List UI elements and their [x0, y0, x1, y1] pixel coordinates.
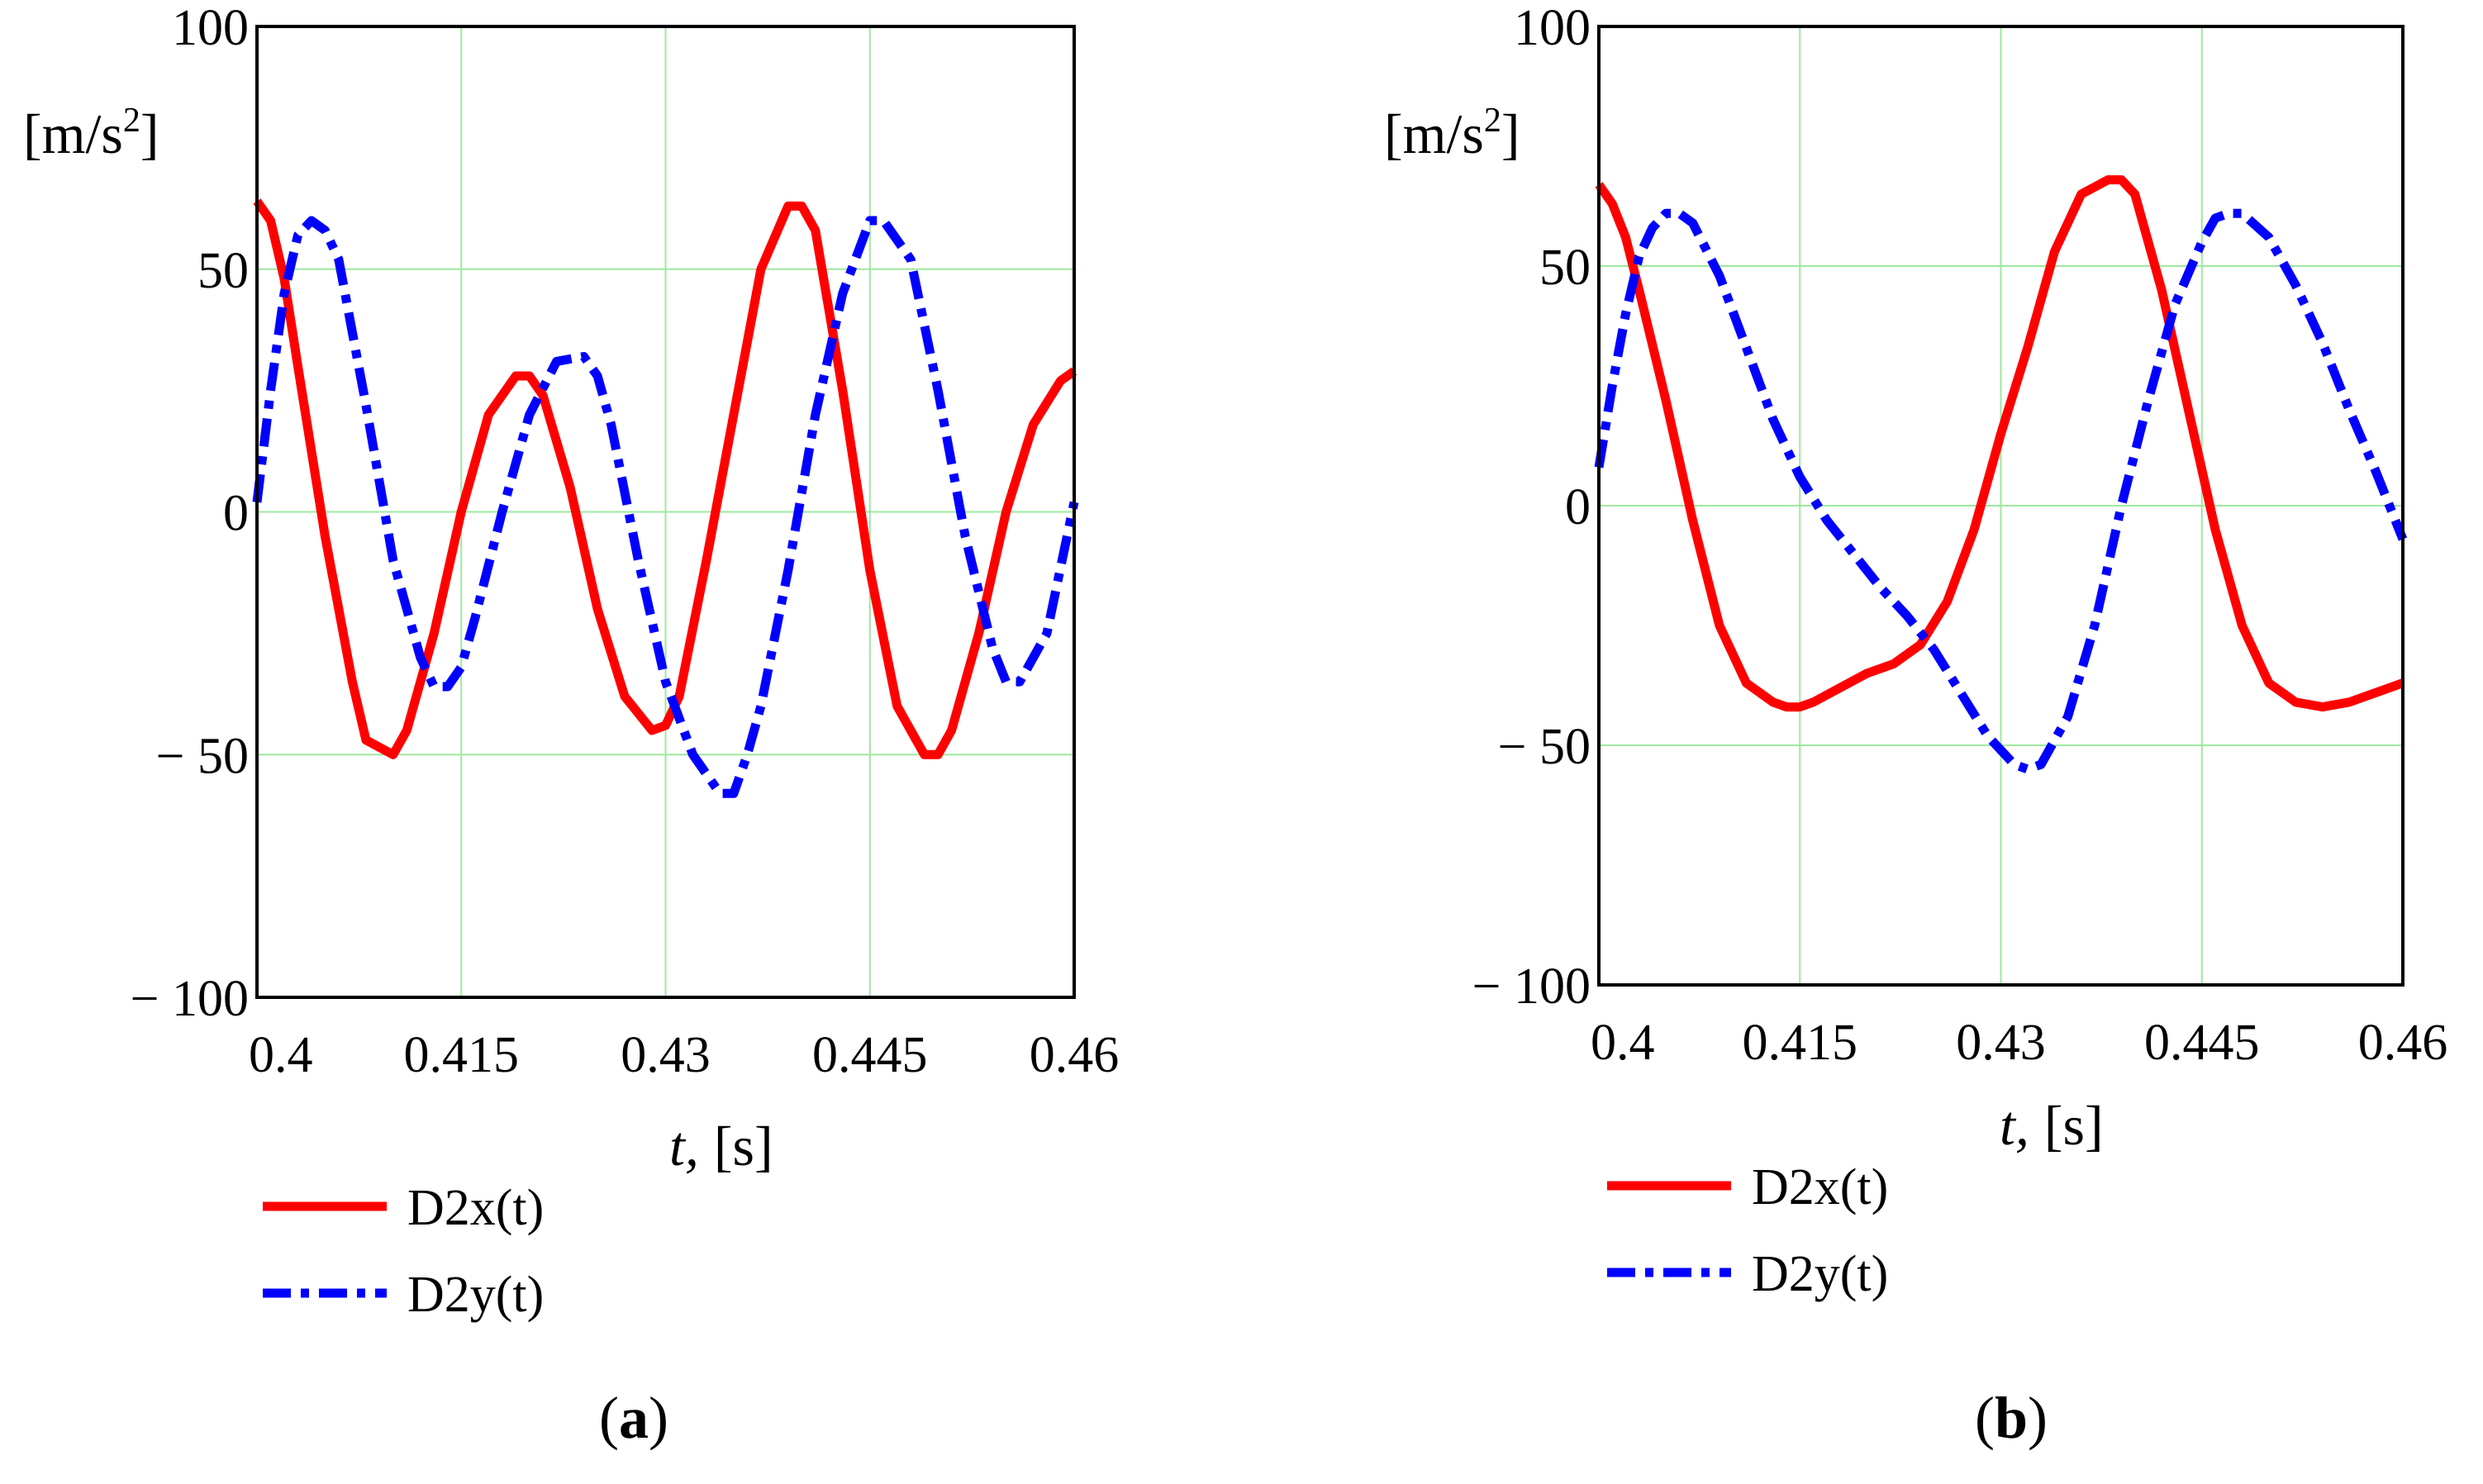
x-tick-label: 0.445 — [812, 1027, 928, 1083]
panel-label-letter: a — [619, 1385, 649, 1451]
x-axis-label: t, [s] — [669, 1115, 773, 1177]
y-axis-label-main: [m/s — [1384, 102, 1484, 165]
plot-frame — [255, 25, 1076, 999]
y-axis-label: [m/s2] — [1384, 102, 1520, 165]
x-axis-label-var: t, — [669, 1115, 699, 1177]
x-axis-label-unit: [s] — [714, 1115, 773, 1177]
y-axis-label-main: [m/s — [23, 102, 123, 165]
panel-label-open: ( — [1975, 1385, 1995, 1451]
y-tick-label: 100 — [172, 0, 249, 56]
x-tick-label: 0.43 — [621, 1027, 711, 1083]
legend-label: D2x(t) — [407, 1180, 544, 1236]
series-line-d2xt — [253, 198, 1077, 759]
y-axis-label-sup: 2 — [1484, 102, 1501, 140]
x-tick-label: 0.415 — [1743, 1015, 1858, 1071]
y-axis-label-close: ] — [1501, 102, 1520, 165]
y-axis-label-close: ] — [140, 102, 159, 165]
x-tick-label: 0.46 — [1030, 1027, 1120, 1083]
x-axis-label-var: t, — [2000, 1094, 2029, 1157]
panel-label-close: ) — [649, 1385, 668, 1451]
y-tick-label: − 50 — [1498, 719, 1591, 775]
series-line-d2xt — [1595, 175, 2405, 712]
y-tick-label: 50 — [197, 243, 249, 299]
panel-label: (a) — [599, 1385, 668, 1451]
x-tick-label: 0.4 — [1591, 1015, 1655, 1071]
x-axis-label-unit: [s] — [2044, 1094, 2104, 1157]
x-tick-label: 0.43 — [1956, 1015, 2046, 1071]
legend-label: D2y(t) — [1752, 1246, 1888, 1302]
y-tick-label: − 50 — [156, 728, 249, 784]
y-axis-label-sup: 2 — [123, 102, 140, 140]
series-line-d2yt — [252, 216, 1079, 798]
x-tick-label: 0.445 — [2144, 1015, 2260, 1071]
y-axis-label: [m/s2] — [23, 102, 159, 165]
panel-label-close: ) — [2028, 1385, 2048, 1451]
y-tick-label: 0 — [223, 486, 249, 542]
x-tick-label: 0.415 — [404, 1027, 520, 1083]
y-tick-label: − 100 — [131, 971, 249, 1027]
y-tick-label: − 100 — [1472, 958, 1591, 1015]
panel-label-open: ( — [599, 1385, 619, 1451]
panel-label: (b) — [1975, 1385, 2048, 1451]
plot-frame — [1597, 25, 2405, 987]
legend-label: D2y(t) — [407, 1267, 544, 1323]
x-tick-label: 0.4 — [249, 1027, 313, 1083]
x-axis-label: t, [s] — [2000, 1094, 2104, 1157]
panel-label-letter: b — [1995, 1385, 2028, 1451]
y-tick-label: 50 — [1539, 240, 1591, 296]
legend-label: D2x(t) — [1752, 1159, 1888, 1215]
y-tick-label: 0 — [1565, 479, 1591, 535]
x-tick-label: 0.46 — [2358, 1015, 2448, 1071]
y-tick-label: 100 — [1514, 0, 1591, 56]
